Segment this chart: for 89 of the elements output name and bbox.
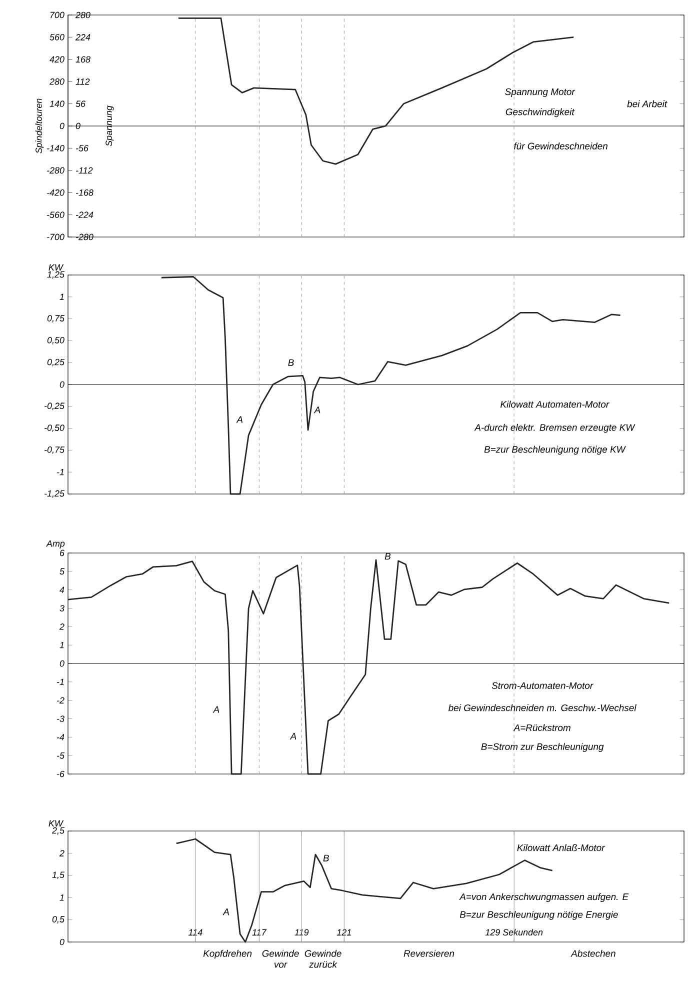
annotation: Spannung Motor (505, 88, 576, 97)
annotation: A-durch elektr. Bremsen erzeugte KW (474, 424, 636, 433)
y-tick-label: 2,5 (52, 827, 65, 835)
y-tick-label: 0 (60, 938, 64, 946)
y-tick-label: 0 (60, 660, 64, 667)
x-tick-label: 117 (252, 929, 267, 936)
y-tick-label: 560 (50, 34, 64, 40)
y-tick-label: 420 (50, 56, 64, 63)
y-tick-label: 0,25 (47, 358, 65, 366)
y2-tick-label: -168 (76, 189, 94, 196)
x-tick-label: 119 (294, 929, 309, 936)
y-tick-label: 5 (60, 568, 65, 575)
annotation: A (314, 406, 320, 414)
y-tick-label: -2 (56, 697, 64, 704)
text: Kopfdrehen (203, 950, 252, 959)
annotation: B=Strom zur Beschleunigung (481, 743, 604, 752)
y2-tick-label: 56 (76, 100, 86, 107)
annotation: A=von Ankerschwungmassen aufgen. E (459, 893, 629, 902)
y2-tick-label: -112 (76, 167, 93, 174)
y-tick-label: 0,5 (52, 916, 65, 924)
y-tick-label: 280 (49, 78, 64, 85)
y-tick-label: -560 (46, 212, 64, 218)
y-axis-title: Spindeltouren (35, 98, 44, 154)
y-tick-label: -700 (46, 234, 64, 240)
y2-tick-label: 224 (75, 34, 90, 40)
annotation: A (212, 706, 220, 713)
y2-tick-label: -280 (76, 234, 94, 240)
y2-tick-label: 168 (76, 56, 90, 63)
y-tick-label: -420 (46, 189, 64, 196)
annotation: B (288, 359, 294, 366)
y-tick-label: 3 (60, 605, 64, 612)
y-tick-label: -140 (46, 145, 64, 152)
annotation: A (222, 908, 229, 916)
annotation: bei Arbeit (627, 100, 668, 108)
y-tick-label: 2 (59, 624, 64, 630)
y-tick-label: 2 (59, 850, 64, 856)
annotation: A (236, 416, 243, 423)
y-tick-label: -5 (56, 752, 65, 759)
y-tick-label: 1 (60, 642, 64, 648)
y-tick-label: 1 (60, 894, 64, 901)
y-tick-label: -280 (46, 167, 64, 174)
y-axis-title: Amp (46, 540, 65, 548)
y-tick-label: -0,75 (44, 446, 65, 454)
y-tick-label: 4 (60, 586, 64, 593)
y2-axis-title: Spannung (106, 106, 114, 146)
annotation: Strom-Automaten-Motor (492, 682, 594, 689)
y2-tick-label: 0 (76, 122, 80, 130)
annotation: für Gewindeschneiden (514, 142, 608, 150)
y-tick-label: 140 (50, 100, 64, 107)
y-tick-label: 6 (60, 550, 64, 556)
text: Abstechen (570, 950, 616, 957)
y-tick-label: -6 (56, 770, 64, 778)
y-tick-label: 0 (60, 381, 64, 388)
y-tick-label: 0 (60, 122, 64, 130)
annotation: B=zur Beschleunigung nötige KW (484, 446, 626, 455)
text: Gewinde vor (262, 950, 299, 968)
annotation: B (323, 854, 329, 862)
annotation: bei Gewindeschneiden m. Geschw.-Wechsel (448, 704, 636, 712)
y2-tick-label: 280 (75, 12, 90, 18)
y-axis-title: KW (48, 820, 64, 826)
y2-tick-label: 112 (76, 78, 90, 85)
y-tick-label: -0,50 (44, 424, 64, 432)
y-tick-label: -1 (56, 469, 64, 476)
y-tick-label: -1 (56, 678, 64, 685)
y-tick-label: 0,75 (47, 315, 65, 322)
x-tick-label: 129 Sekunden (485, 928, 543, 936)
y-tick-label: 1,25 (47, 271, 65, 279)
text: Gewinde zurück (304, 950, 342, 968)
y2-tick-label: -56 (76, 145, 88, 152)
x-tick-label: 121 (336, 929, 351, 936)
annotation: A=Rückstrom (513, 724, 570, 732)
y-tick-label: 1,5 (52, 872, 65, 880)
y-tick-label: -4 (56, 734, 64, 740)
annotation: B=zur Beschleunigung nötige Energie (460, 910, 618, 920)
y-tick-label: -1,25 (44, 490, 65, 498)
y-tick-label: 1 (60, 294, 64, 300)
text: Reversieren (404, 950, 454, 957)
x-tick-label: 114 (188, 929, 202, 936)
annotation: B (384, 553, 391, 560)
annotation: Geschwindigkeit (506, 108, 575, 118)
y-axis-title: KW (48, 264, 64, 270)
y-tick-label: 700 (50, 12, 64, 18)
y-tick-label: -0,25 (44, 402, 65, 410)
annotation: A (290, 732, 296, 740)
y-tick-label: -3 (56, 716, 64, 722)
y-tick-label: 0,50 (47, 336, 64, 344)
annotation: Kilowatt Automaten-Motor (500, 400, 610, 408)
y2-tick-label: -224 (76, 212, 94, 218)
annotation: Kilowatt Anlaß-Motor (517, 844, 606, 852)
